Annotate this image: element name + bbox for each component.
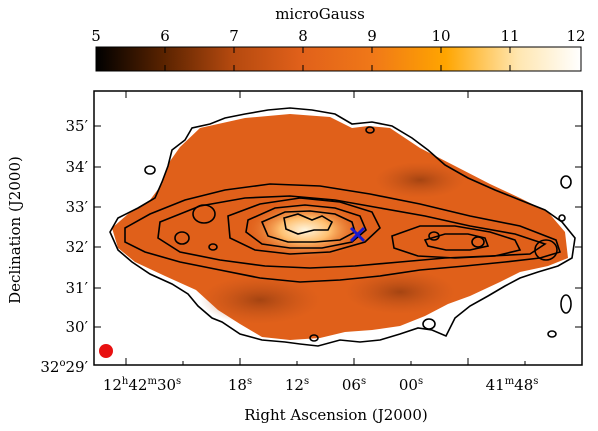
contour-outer <box>109 107 576 347</box>
beam-size-icon <box>99 344 113 358</box>
x-tick-labels: 12h42m30s 18s 12s 06s 00s 41m48s <box>103 376 539 394</box>
y-tick-labels: 35′ 34′ 33′ 32′ 31′ 30′ 32o29′ <box>40 117 88 376</box>
contour-knot <box>560 294 572 314</box>
contour-peak <box>283 213 334 235</box>
contour-knot <box>208 243 218 251</box>
x-tick-label: 12h42m30s <box>103 376 181 394</box>
contour <box>157 195 547 269</box>
x-tick-label: 12s <box>285 376 309 394</box>
colorbar <box>95 46 582 72</box>
axis-ticks <box>94 91 582 365</box>
colorbar-tick-9: 9 <box>367 27 377 45</box>
y-tick-label: 34′ <box>66 158 89 176</box>
contour-knot <box>428 231 440 241</box>
y-axis-title: Declination (J2000) <box>6 156 24 304</box>
x-axis-title: Right Ascension (J2000) <box>244 406 427 424</box>
contour-knot <box>309 334 319 342</box>
contour-knot <box>534 239 558 261</box>
y-tick-label: 33′ <box>66 198 89 216</box>
dark-region <box>200 276 320 324</box>
y-tick-label: 35′ <box>66 117 89 135</box>
x-tick-label: 18s <box>228 376 252 394</box>
dark-region <box>345 270 455 314</box>
contour-knot <box>174 231 190 245</box>
contour-knot <box>560 175 572 189</box>
colorbar-tick-11: 11 <box>500 27 519 45</box>
contour-knot <box>422 318 436 330</box>
colorbar-tick-7: 7 <box>229 27 239 45</box>
plot-frame <box>93 90 583 366</box>
x-tick-label: 41m48s <box>486 376 539 394</box>
nucleus-cross-icon <box>349 226 366 243</box>
dark-region <box>375 162 465 198</box>
contour <box>423 233 490 251</box>
x-tick-label: 06s <box>342 376 366 394</box>
colorbar-tick-8: 8 <box>298 27 308 45</box>
contour-knot <box>365 126 375 134</box>
colorbar-tick-5: 5 <box>91 27 101 45</box>
polarization-map <box>109 107 576 347</box>
y-tick-label: 30′ <box>66 318 89 336</box>
contour <box>227 197 381 255</box>
y-tick-label: 31′ <box>66 279 89 297</box>
contour-knot <box>471 236 485 248</box>
contour <box>391 225 522 259</box>
contour-knot <box>547 330 557 338</box>
contour-knot <box>192 204 216 224</box>
contour-knot <box>144 165 156 175</box>
colorbar-tick-labels: 5 6 7 8 9 10 11 12 <box>91 27 585 45</box>
colorbar-tick-6: 6 <box>160 27 170 45</box>
y-tick-label: 32′ <box>66 238 89 256</box>
contour-knot <box>558 214 566 222</box>
colorbar-title: microGauss <box>275 5 365 23</box>
x-tick-label: 00s <box>399 376 423 394</box>
y-tick-label: 32o29′ <box>40 358 88 376</box>
colorbar-tick-10: 10 <box>431 27 450 45</box>
colorbar-ticks <box>164 47 511 71</box>
colorbar-tick-12: 12 <box>566 27 585 45</box>
contours <box>109 107 576 347</box>
